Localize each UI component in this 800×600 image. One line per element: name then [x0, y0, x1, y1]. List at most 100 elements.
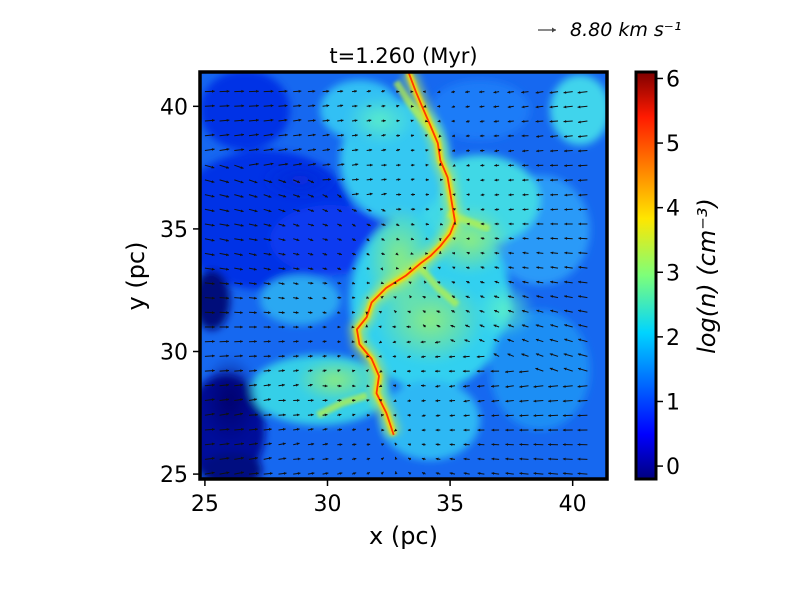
velocity-arrowhead	[407, 413, 411, 417]
velocity-arrowhead	[382, 90, 385, 93]
velocity-arrowhead	[477, 428, 481, 432]
velocity-arrowhead	[226, 194, 230, 198]
velocity-arrowhead	[466, 251, 470, 255]
velocity-arrowhead	[366, 428, 370, 432]
velocity-arrowhead	[536, 295, 540, 298]
velocity-arrowhead	[226, 148, 230, 151]
velocity-arrowhead	[577, 105, 581, 109]
velocity-arrowhead	[397, 134, 400, 138]
velocity-arrowhead	[477, 399, 481, 403]
velocity-arrowhead	[508, 193, 512, 197]
velocity-arrowhead	[408, 457, 412, 461]
velocity-arrowhead	[295, 296, 299, 300]
velocity-arrowhead	[578, 265, 582, 269]
velocity-arrowhead	[268, 369, 271, 373]
velocity-arrowhead	[241, 471, 244, 475]
velocity-arrowhead	[241, 427, 244, 431]
velocity-arrowhead	[342, 178, 345, 181]
velocity-arrowhead	[521, 90, 525, 94]
velocity-arrowhead	[379, 384, 383, 387]
velocity-arrowhead	[425, 237, 429, 241]
velocity-arrowhead	[393, 296, 397, 299]
velocity-arrowhead	[577, 385, 581, 388]
velocity-arrowhead	[310, 180, 314, 183]
velocity-arrowhead	[564, 295, 567, 298]
velocity-arrowhead	[493, 324, 497, 328]
velocity-arrowhead	[296, 325, 299, 329]
velocity-arrowhead	[491, 399, 495, 403]
velocity-arrowhead	[351, 355, 355, 358]
plot-frame	[198, 70, 609, 481]
velocity-arrowhead	[211, 428, 215, 431]
velocity-arrowhead	[340, 104, 344, 108]
velocity-arrowhead	[326, 104, 330, 108]
velocity-arrowhead	[254, 340, 257, 343]
velocity-arrowhead	[450, 339, 454, 342]
velocity-arrowhead	[240, 325, 243, 329]
velocity-arrowhead	[477, 443, 481, 446]
velocity-arrowhead	[364, 340, 367, 344]
velocity-arrowhead	[522, 163, 525, 167]
velocity-arrowhead	[284, 89, 288, 93]
velocity-arrowhead	[351, 325, 355, 329]
velocity-arrowhead	[505, 414, 509, 417]
velocity-arrowhead	[452, 163, 456, 167]
velocity-arrowhead	[240, 195, 244, 198]
velocity-arrowhead	[353, 457, 357, 461]
velocity-arrowhead	[548, 443, 551, 446]
velocity-arrowhead	[508, 309, 511, 313]
velocity-arrowhead	[241, 148, 245, 152]
velocity-arrowhead	[519, 385, 523, 389]
velocity-arrowhead	[435, 384, 439, 388]
velocity-arrowhead	[241, 89, 245, 93]
velocity-arrowhead	[298, 133, 302, 137]
velocity-arrowhead	[578, 178, 581, 182]
velocity-arrowhead	[464, 339, 468, 342]
velocity-arrowhead	[270, 162, 274, 166]
velocity-arrowhead	[411, 178, 415, 181]
velocity-arrowhead	[328, 178, 331, 181]
velocity-arrowhead	[324, 399, 328, 402]
velocity-arrowhead	[226, 325, 229, 329]
velocity-arrowhead	[341, 148, 344, 152]
velocity-arrowhead	[382, 223, 386, 226]
velocity-arrowhead	[480, 281, 483, 284]
velocity-arrowhead	[297, 399, 300, 402]
velocity-arrowhead	[211, 267, 215, 271]
velocity-arrowhead	[406, 340, 410, 344]
velocity-arrowhead	[394, 428, 398, 432]
velocity-arrowhead	[309, 383, 313, 387]
velocity-arrowhead	[323, 325, 327, 329]
velocity-arrowhead	[408, 281, 412, 285]
velocity-arrowhead	[535, 338, 539, 342]
velocity-arrowhead	[494, 163, 498, 167]
velocity-arrowhead	[240, 383, 243, 387]
filament-core	[355, 72, 456, 436]
velocity-arrowhead	[226, 354, 229, 358]
velocity-arrowhead	[397, 148, 400, 152]
velocity-arrowhead	[479, 324, 483, 328]
velocity-arrowhead	[310, 194, 314, 198]
velocity-arrowhead	[435, 369, 438, 373]
velocity-arrowhead	[211, 282, 215, 285]
velocity-arrowhead	[449, 384, 453, 388]
velocity-arrowhead	[226, 471, 230, 475]
velocity-arrowhead	[256, 89, 259, 93]
velocity-arrowhead	[480, 237, 484, 240]
velocity-arrowhead	[562, 385, 566, 388]
velocity-arrowhead	[337, 340, 341, 344]
velocity-arrowhead	[536, 193, 540, 197]
velocity-arrowhead	[426, 207, 430, 211]
velocity-arrowhead	[536, 266, 540, 269]
velocity-arrowhead	[407, 399, 411, 403]
velocity-arrowhead	[325, 238, 328, 241]
velocity-arrowhead	[406, 325, 410, 329]
velocity-arrowhead	[369, 148, 373, 152]
velocity-arrowhead	[268, 383, 271, 387]
velocity-arrowhead	[254, 325, 257, 329]
velocity-arrowhead	[354, 89, 357, 93]
velocity-arrowhead	[269, 472, 273, 475]
velocity-arrowhead	[505, 399, 509, 403]
velocity-arrowhead	[562, 443, 566, 446]
velocity-arrowhead	[311, 442, 315, 446]
